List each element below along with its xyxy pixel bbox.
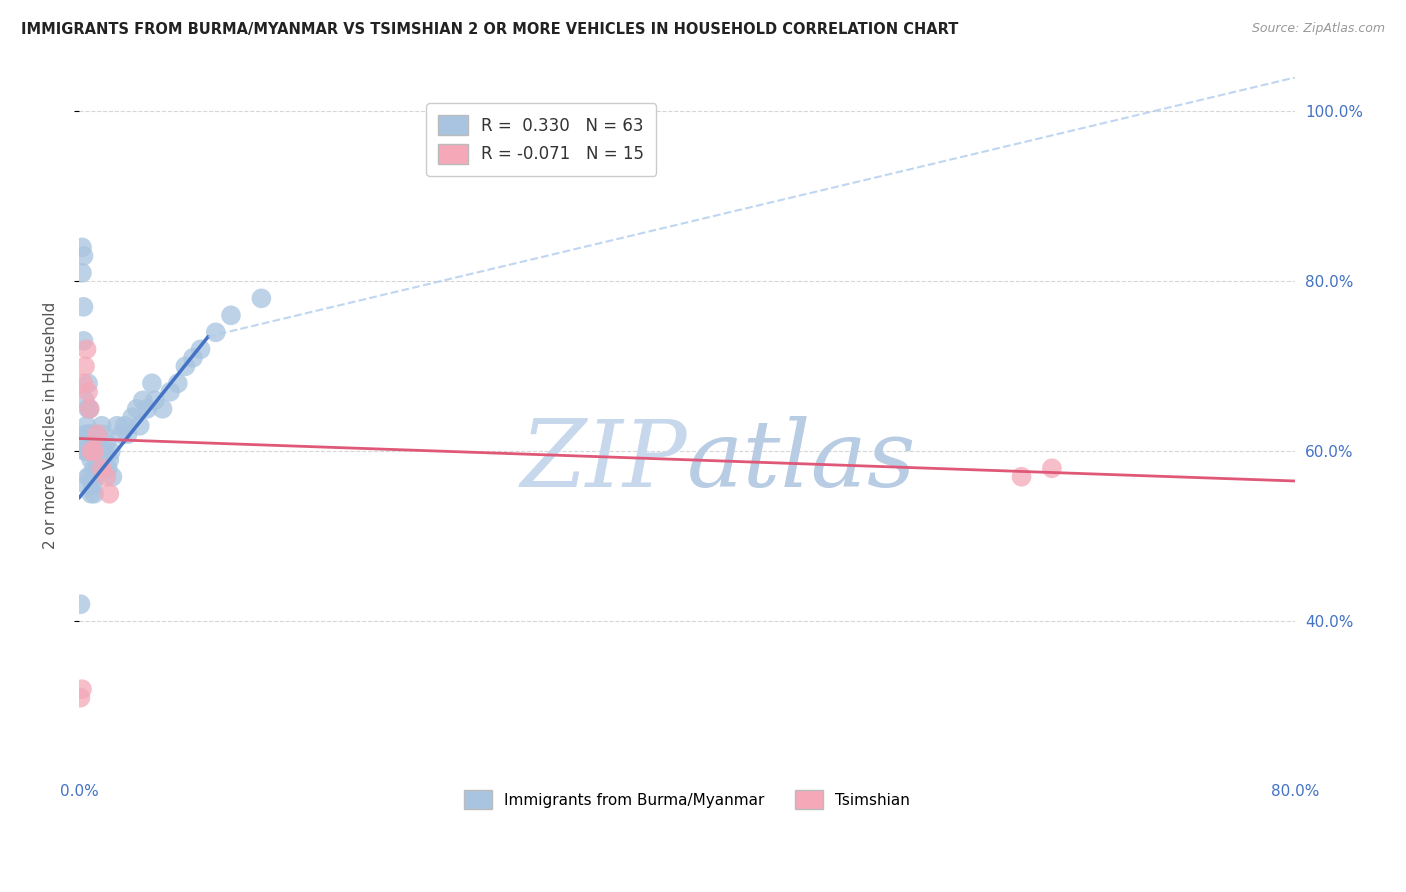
Point [80, 427, 103, 442]
Point [132, 393, 155, 408]
Point [69, 597, 91, 611]
Point [96, 469, 118, 483]
Point [190, 343, 212, 357]
Point [80, 444, 103, 458]
Point [98, 452, 121, 467]
Text: atlas: atlas [688, 416, 917, 506]
Point [79, 469, 101, 483]
Point [117, 427, 139, 442]
Point [76, 478, 98, 492]
Point [86, 427, 108, 442]
Point [141, 376, 163, 391]
Point [174, 359, 197, 374]
Point [83, 487, 105, 501]
Point [125, 401, 148, 416]
Text: ZIP: ZIP [520, 416, 688, 506]
Point [101, 469, 124, 483]
Point [159, 384, 181, 399]
Point [87, 444, 110, 458]
Point [76, 435, 98, 450]
Point [100, 444, 122, 458]
Point [72, 300, 94, 314]
Point [181, 351, 204, 365]
Point [72, 249, 94, 263]
Point [73, 393, 96, 408]
Point [89, 461, 111, 475]
Point [69, 690, 91, 705]
Point [98, 487, 121, 501]
Point [1040, 461, 1063, 475]
Point [80, 452, 103, 467]
Point [96, 435, 118, 450]
Point [73, 444, 96, 458]
Point [79, 444, 101, 458]
Point [1011, 469, 1033, 483]
Point [77, 469, 100, 483]
Point [79, 427, 101, 442]
Point [82, 444, 104, 458]
Point [86, 461, 108, 475]
Point [77, 401, 100, 416]
Point [72, 334, 94, 348]
Point [136, 401, 159, 416]
Point [143, 393, 166, 408]
Point [121, 410, 143, 425]
Point [70, 682, 93, 697]
Point [110, 427, 132, 442]
Point [84, 469, 107, 483]
Point [83, 444, 105, 458]
Y-axis label: 2 or more Vehicles in Household: 2 or more Vehicles in Household [44, 302, 58, 549]
Point [76, 343, 98, 357]
Point [76, 418, 98, 433]
Point [79, 401, 101, 416]
Point [219, 309, 242, 323]
Point [79, 401, 101, 416]
Point [83, 461, 105, 475]
Point [84, 435, 107, 450]
Point [70, 266, 93, 280]
Point [204, 326, 226, 340]
Point [73, 359, 96, 374]
Point [77, 444, 100, 458]
Point [77, 427, 100, 442]
Point [70, 240, 93, 254]
Point [97, 461, 120, 475]
Point [77, 384, 100, 399]
Point [73, 427, 96, 442]
Point [128, 418, 150, 433]
Point [91, 427, 114, 442]
Point [152, 401, 174, 416]
Point [82, 478, 104, 492]
Point [250, 291, 273, 305]
Point [76, 444, 98, 458]
Point [72, 376, 94, 391]
Point [166, 376, 188, 391]
Point [86, 427, 108, 442]
Point [90, 418, 112, 433]
Point [90, 461, 112, 475]
Point [77, 376, 100, 391]
Text: Source: ZipAtlas.com: Source: ZipAtlas.com [1251, 22, 1385, 36]
Point [105, 418, 128, 433]
Text: IMMIGRANTS FROM BURMA/MYANMAR VS TSIMSHIAN 2 OR MORE VEHICLES IN HOUSEHOLD CORRE: IMMIGRANTS FROM BURMA/MYANMAR VS TSIMSHI… [21, 22, 959, 37]
Point [114, 418, 136, 433]
Legend: Immigrants from Burma/Myanmar, Tsimshian: Immigrants from Burma/Myanmar, Tsimshian [458, 784, 915, 815]
Point [80, 487, 103, 501]
Point [94, 444, 117, 458]
